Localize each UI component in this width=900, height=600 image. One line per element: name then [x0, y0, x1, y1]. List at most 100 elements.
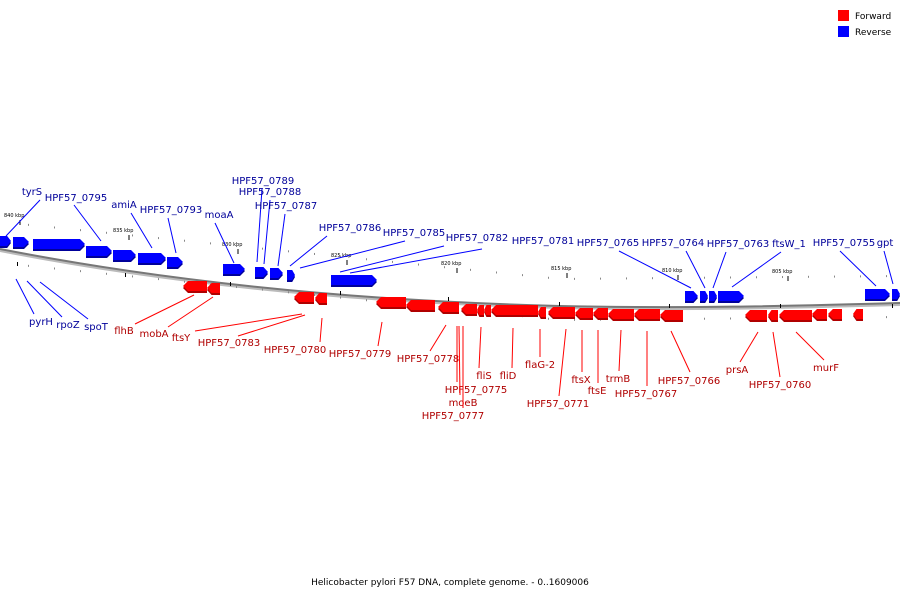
- gene-leader-line: [5, 199, 41, 237]
- gene-leader-line: [167, 217, 177, 254]
- minor-tick-mark: [574, 277, 575, 280]
- forward-gene-arrow[interactable]: [575, 308, 593, 318]
- forward-gene-arrow[interactable]: [538, 307, 546, 317]
- minor-tick-mark: [600, 277, 601, 280]
- forward-gene-arrow[interactable]: [207, 283, 220, 293]
- tick-mark: [780, 304, 781, 308]
- reverse-gene-arrow[interactable]: [865, 289, 890, 299]
- forward-legend-label: Forward: [855, 12, 891, 22]
- minor-tick-mark: [756, 276, 757, 279]
- minor-tick-mark: [730, 317, 731, 320]
- reverse-gene-arrow[interactable]: [700, 291, 708, 301]
- reverse-gene-arrow[interactable]: [13, 237, 29, 247]
- gene-leader-line: [256, 188, 263, 263]
- forward-gene-arrow[interactable]: [548, 307, 575, 317]
- forward-gene-arrow[interactable]: [593, 308, 608, 318]
- gene-leader-line: [618, 329, 622, 372]
- forward-gene-arrow[interactable]: [812, 309, 827, 319]
- minor-tick-mark: [444, 266, 445, 269]
- reverse-gene-arrow[interactable]: [270, 268, 283, 278]
- scale-tick-label: 815 kbp: [551, 266, 571, 272]
- gene-leader-line: [349, 248, 483, 274]
- minor-tick-mark: [314, 252, 315, 255]
- gene-label: gpt: [877, 238, 894, 249]
- gene-label: fliS: [476, 371, 491, 382]
- gene-leader-line: [429, 324, 447, 352]
- gene-leader-line: [15, 278, 35, 315]
- reverse-gene-arrow[interactable]: [709, 291, 717, 301]
- reverse-gene-arrow[interactable]: [86, 246, 112, 256]
- reverse-gene-arrow[interactable]: [167, 257, 183, 267]
- minor-tick-mark: [340, 296, 341, 299]
- tick-mark: [669, 304, 670, 308]
- gene-label: prsA: [726, 365, 749, 376]
- reverse-gene-arrow[interactable]: [138, 253, 166, 263]
- gene-leader-line: [237, 314, 306, 337]
- forward-gene-arrow[interactable]: [315, 293, 327, 303]
- gene-label: HPF57_0777: [422, 411, 484, 422]
- gene-label: ftsY: [172, 333, 191, 344]
- forward-gene-arrow[interactable]: [634, 309, 660, 319]
- gene-label: HPF57_0788: [239, 187, 301, 198]
- minor-tick-mark: [860, 275, 861, 278]
- forward-gene-arrow[interactable]: [183, 281, 207, 291]
- forward-gene-arrow[interactable]: [853, 309, 863, 319]
- forward-gene-arrow[interactable]: [294, 292, 314, 302]
- gene-label: flhB: [114, 326, 134, 337]
- gene-leader-line: [263, 199, 271, 265]
- gene-leader-line: [839, 250, 877, 287]
- gene-leader-line: [670, 330, 691, 373]
- gene-label: trmB: [606, 374, 631, 385]
- reverse-gene-arrow[interactable]: [718, 291, 744, 301]
- reverse-gene-arrow[interactable]: [33, 239, 85, 249]
- forward-gene-arrow[interactable]: [491, 305, 538, 315]
- forward-gene-arrow[interactable]: [608, 309, 634, 319]
- minor-tick-mark: [132, 234, 133, 237]
- forward-gene-arrow[interactable]: [745, 310, 767, 320]
- forward-gene-arrow[interactable]: [461, 304, 477, 314]
- forward-gene-arrow[interactable]: [660, 310, 683, 320]
- backbone-shadow: [0, 249, 900, 311]
- gene-leader-line: [194, 313, 303, 332]
- minor-tick-mark: [366, 258, 367, 261]
- minor-tick-mark: [704, 276, 705, 279]
- gene-label: HPF57_0793: [140, 205, 202, 216]
- gene-label: tyrS: [22, 187, 42, 198]
- forward-gene-arrow[interactable]: [406, 300, 435, 310]
- gene-label: spoT: [84, 322, 109, 333]
- reverse-gene-arrow[interactable]: [685, 291, 698, 301]
- minor-tick-mark: [652, 277, 653, 280]
- scale-tick-label: 820 kbp: [441, 261, 461, 267]
- tick-mark: [448, 297, 449, 301]
- forward-gene-arrow[interactable]: [376, 297, 406, 307]
- reverse-gene-arrow[interactable]: [113, 250, 136, 260]
- reverse-gene-arrow[interactable]: [287, 270, 295, 280]
- minor-tick-mark: [782, 276, 783, 279]
- reverse-gene-arrow[interactable]: [892, 289, 900, 299]
- gene-label: HPF57_0765: [577, 238, 639, 249]
- forward-gene-arrow[interactable]: [484, 305, 491, 315]
- tick-mark: [17, 262, 18, 266]
- gene-label: HPF57_0789: [232, 176, 294, 187]
- reverse-gene-arrow[interactable]: [223, 264, 245, 274]
- gene-leader-line: [277, 213, 286, 267]
- gene-leader-line: [26, 280, 63, 318]
- gene-label: HPF57_0771: [527, 399, 589, 410]
- reverse-gene-arrow[interactable]: [331, 275, 377, 285]
- forward-gene-arrow[interactable]: [477, 305, 484, 315]
- forward-gene-arrow[interactable]: [438, 302, 459, 312]
- gene-leader-line: [458, 325, 461, 396]
- gene-label: HPF57_0781: [512, 236, 574, 247]
- forward-gene-arrow[interactable]: [768, 310, 778, 320]
- forward-gene-arrow[interactable]: [779, 310, 812, 320]
- gene-leader-line: [214, 222, 235, 264]
- forward-gene-arrow[interactable]: [828, 309, 842, 319]
- gene-label: amiA: [111, 200, 137, 211]
- gene-leader-line: [739, 331, 759, 363]
- gene-label: ftsE: [588, 386, 607, 397]
- reverse-gene-arrow[interactable]: [255, 267, 268, 277]
- reverse-gene-arrow[interactable]: [0, 236, 11, 246]
- gene-label: moaA: [205, 210, 234, 221]
- minor-tick-mark: [886, 316, 887, 319]
